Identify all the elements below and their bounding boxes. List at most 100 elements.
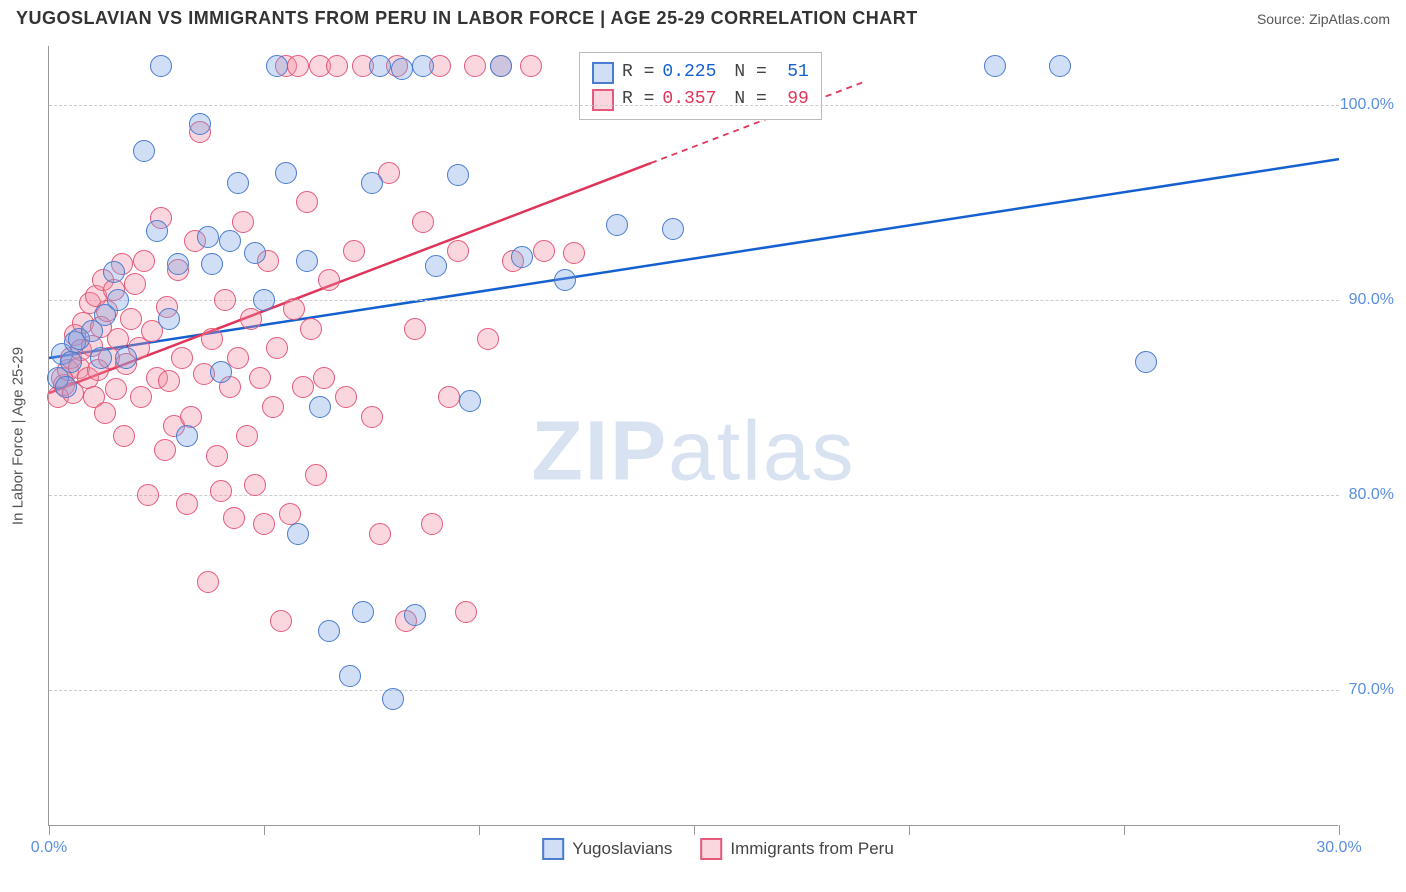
scatter-point-yugoslavians — [60, 351, 82, 373]
x-tick — [264, 825, 265, 835]
correlation-stat-box: R =0.225N =51R =0.357N =99 — [579, 52, 822, 120]
scatter-point-peru — [283, 298, 305, 320]
x-tick — [1124, 825, 1125, 835]
scatter-point-yugoslavians — [287, 523, 309, 545]
scatter-point-yugoslavians — [266, 55, 288, 77]
scatter-point-peru — [412, 211, 434, 233]
scatter-point-yugoslavians — [391, 58, 413, 80]
scatter-point-peru — [296, 191, 318, 213]
x-tick — [909, 825, 910, 835]
scatter-point-peru — [133, 250, 155, 272]
scatter-point-yugoslavians — [107, 289, 129, 311]
scatter-point-peru — [249, 367, 271, 389]
scatter-point-peru — [464, 55, 486, 77]
gridline-h — [49, 300, 1339, 301]
scatter-point-yugoslavians — [219, 230, 241, 252]
stat-row: R =0.357N =99 — [592, 86, 809, 113]
y-tick-label: 90.0% — [1349, 291, 1394, 309]
scatter-point-peru — [124, 273, 146, 295]
watermark: ZIPatlas — [531, 403, 855, 500]
scatter-point-peru — [335, 386, 357, 408]
scatter-point-yugoslavians — [511, 246, 533, 268]
legend-swatch — [542, 838, 564, 860]
scatter-point-peru — [223, 507, 245, 529]
scatter-point-yugoslavians — [361, 172, 383, 194]
scatter-point-peru — [206, 445, 228, 467]
scatter-point-yugoslavians — [90, 347, 112, 369]
scatter-point-yugoslavians — [662, 218, 684, 240]
scatter-point-peru — [305, 464, 327, 486]
scatter-point-peru — [262, 396, 284, 418]
scatter-point-peru — [244, 474, 266, 496]
scatter-point-peru — [343, 240, 365, 262]
scatter-point-peru — [313, 367, 335, 389]
plot-wrapper: In Labor Force | Age 25-29 ZIPatlas R =0… — [48, 46, 1388, 826]
scatter-point-yugoslavians — [459, 390, 481, 412]
scatter-point-yugoslavians — [253, 289, 275, 311]
scatter-point-peru — [94, 402, 116, 424]
scatter-point-peru — [520, 55, 542, 77]
scatter-point-yugoslavians — [425, 255, 447, 277]
y-tick-label: 80.0% — [1349, 486, 1394, 504]
scatter-point-yugoslavians — [318, 620, 340, 642]
scatter-point-yugoslavians — [176, 425, 198, 447]
scatter-point-peru — [201, 328, 223, 350]
scatter-point-peru — [287, 55, 309, 77]
scatter-point-yugoslavians — [984, 55, 1006, 77]
scatter-point-peru — [171, 347, 193, 369]
scatter-point-yugoslavians — [554, 269, 576, 291]
source-attribution: Source: ZipAtlas.com — [1257, 11, 1390, 27]
scatter-point-peru — [292, 376, 314, 398]
scatter-point-yugoslavians — [146, 220, 168, 242]
scatter-point-yugoslavians — [352, 601, 374, 623]
scatter-point-yugoslavians — [309, 396, 331, 418]
y-axis-title: In Labor Force | Age 25-29 — [10, 347, 27, 525]
scatter-point-yugoslavians — [115, 347, 137, 369]
scatter-point-peru — [533, 240, 555, 262]
scatter-point-peru — [563, 242, 585, 264]
gridline-h — [49, 690, 1339, 691]
series-swatch — [592, 62, 614, 84]
scatter-point-peru — [158, 370, 180, 392]
scatter-point-peru — [180, 406, 202, 428]
x-tick-label: 0.0% — [31, 839, 67, 857]
scatter-point-peru — [113, 425, 135, 447]
series-swatch — [592, 89, 614, 111]
legend-label: Immigrants from Peru — [730, 839, 893, 859]
scatter-point-peru — [447, 240, 469, 262]
scatter-point-yugoslavians — [447, 164, 469, 186]
scatter-point-yugoslavians — [369, 55, 391, 77]
scatter-point-peru — [477, 328, 499, 350]
scatter-point-peru — [130, 386, 152, 408]
scatter-point-peru — [369, 523, 391, 545]
scatter-point-yugoslavians — [490, 55, 512, 77]
legend-item-peru: Immigrants from Peru — [700, 838, 893, 860]
legend-swatch — [700, 838, 722, 860]
scatter-point-peru — [137, 484, 159, 506]
scatter-point-peru — [326, 55, 348, 77]
legend-item-yugoslavians: Yugoslavians — [542, 838, 672, 860]
y-tick-label: 70.0% — [1349, 681, 1394, 699]
legend: Yugoslavians Immigrants from Peru — [542, 838, 894, 860]
x-tick — [1339, 825, 1340, 835]
x-tick — [479, 825, 480, 835]
scatter-point-yugoslavians — [133, 140, 155, 162]
scatter-point-peru — [438, 386, 460, 408]
x-tick-label: 30.0% — [1316, 839, 1361, 857]
scatter-point-peru — [421, 513, 443, 535]
scatter-point-yugoslavians — [606, 214, 628, 236]
scatter-point-peru — [105, 378, 127, 400]
scatter-point-peru — [455, 601, 477, 623]
scatter-point-yugoslavians — [167, 253, 189, 275]
scatter-point-peru — [120, 308, 142, 330]
legend-label: Yugoslavians — [572, 839, 672, 859]
x-tick — [694, 825, 695, 835]
gridline-h — [49, 495, 1339, 496]
scatter-point-yugoslavians — [412, 55, 434, 77]
scatter-point-peru — [176, 493, 198, 515]
stat-row: R =0.225N =51 — [592, 59, 809, 86]
scatter-point-peru — [404, 318, 426, 340]
chart-header: YUGOSLAVIAN VS IMMIGRANTS FROM PERU IN L… — [0, 0, 1406, 33]
y-tick-label: 100.0% — [1340, 96, 1394, 114]
chart-title: YUGOSLAVIAN VS IMMIGRANTS FROM PERU IN L… — [16, 8, 918, 29]
